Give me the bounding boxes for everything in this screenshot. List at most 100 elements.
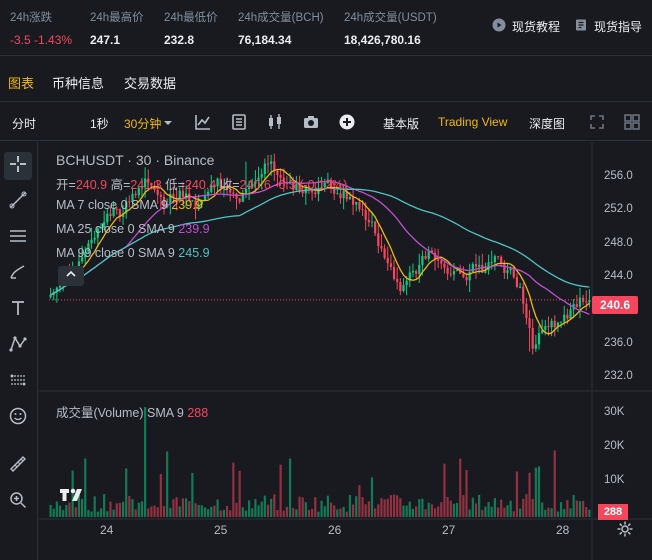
candle-body: [531, 327, 534, 349]
volume-bar: [106, 511, 109, 517]
volume-bar: [323, 506, 326, 517]
collapse-legend-button[interactable]: [58, 266, 84, 286]
volume-bar: [87, 510, 90, 517]
volume-bar: [433, 508, 437, 517]
text-tool[interactable]: [4, 296, 32, 324]
candle-body: [311, 189, 314, 193]
volume-bar: [355, 496, 358, 517]
candle-body: [172, 193, 175, 198]
volume-bar: [396, 495, 399, 517]
ma7-line: [50, 168, 590, 335]
measure-lines-tool[interactable]: [4, 368, 32, 396]
camera-icon[interactable]: [302, 113, 320, 131]
candle-body: [578, 297, 582, 307]
grid-layout-icon[interactable]: [623, 113, 641, 131]
open-label: 开=: [56, 178, 76, 192]
time-axis-label: 26: [328, 523, 342, 537]
candlestick-type-icon[interactable]: [266, 113, 284, 131]
volume-bar: [197, 504, 200, 517]
add-circle-icon[interactable]: [338, 113, 356, 131]
time-sharing-button[interactable]: 分时: [12, 117, 37, 131]
lines-icon: [8, 226, 28, 251]
stat-value: -3.5 -1.43%: [10, 33, 73, 47]
tab-coin-info[interactable]: 币种信息: [52, 76, 105, 91]
candle-body: [411, 271, 415, 273]
ma7-label: MA 7 close 0 SMA 9: [56, 198, 168, 212]
fullscreen-icon[interactable]: [588, 113, 606, 131]
candle-body: [544, 326, 547, 331]
volume-bar: [80, 498, 84, 517]
candle-body: [515, 277, 519, 287]
depth-chart-button[interactable]: 深度图: [529, 117, 566, 131]
tradingview-button[interactable]: Trading View: [438, 115, 508, 129]
candle-body: [518, 286, 522, 288]
trendline-tool[interactable]: [4, 188, 32, 216]
interval-30m-button[interactable]: 30分钟: [124, 117, 162, 131]
basic-view-button[interactable]: 基本版: [383, 117, 420, 131]
candle-body: [465, 277, 468, 281]
volume-bar: [276, 509, 279, 517]
template-icon[interactable]: [230, 113, 248, 131]
candle-body: [159, 194, 162, 197]
volume-bar: [367, 501, 370, 517]
volume-bar: [137, 502, 140, 517]
candle-body: [440, 260, 443, 264]
ma7-legend[interactable]: MA 7 close 0 SMA 9 239.9: [56, 198, 203, 212]
horizontal-lines-tool[interactable]: [4, 224, 32, 252]
volume-bar: [266, 504, 270, 517]
candle-body: [427, 250, 430, 259]
volume-bar: [134, 509, 137, 517]
volume-bar: [566, 500, 569, 517]
tab-chart[interactable]: 图表: [8, 76, 35, 91]
candle-body: [367, 219, 370, 223]
candle-body: [282, 177, 285, 183]
candle-body: [99, 227, 103, 229]
chevron-down-icon[interactable]: [162, 116, 174, 128]
volume-bar: [84, 458, 87, 517]
zoom-tool[interactable]: [4, 488, 32, 516]
volume-bar: [446, 497, 449, 517]
indicator-chart-icon[interactable]: [194, 113, 212, 131]
candle-body: [534, 344, 537, 349]
volume-bar: [522, 498, 525, 517]
emoji-tool[interactable]: [4, 404, 32, 432]
volume-bar: [525, 494, 528, 517]
candle-body: [506, 270, 509, 273]
current-volume-tag: 288: [598, 504, 628, 520]
volume-bar: [298, 496, 301, 517]
volume-bar: [188, 501, 191, 517]
candle-body: [525, 303, 528, 319]
candle-body: [553, 320, 556, 328]
candle-body: [279, 175, 282, 178]
tab-trading-data[interactable]: 交易数据: [124, 76, 177, 91]
candle-body: [522, 286, 525, 304]
ma25-legend[interactable]: MA 25 close 0 SMA 9 239.9: [56, 222, 210, 236]
ruler-tool[interactable]: [4, 452, 32, 480]
volume-bar: [232, 462, 235, 517]
chart-settings-gear-icon[interactable]: [616, 520, 634, 538]
volume-bar: [112, 509, 115, 517]
spot-tutorial-link[interactable]: 现货教程: [492, 18, 560, 35]
candle-body: [144, 178, 147, 188]
volume-bar: [140, 501, 144, 517]
volume-legend[interactable]: 成交量(Volume) SMA 9 288: [56, 402, 208, 421]
brush-tool[interactable]: [4, 260, 32, 288]
spot-guide-link[interactable]: 现货指导: [574, 18, 642, 35]
candle-body: [323, 182, 326, 187]
volume-bar: [128, 496, 131, 517]
volume-bar: [307, 509, 311, 517]
price-chart[interactable]: [39, 142, 652, 560]
price-axis-label: 256.0: [604, 170, 633, 182]
candle-body: [260, 174, 263, 178]
stat-label: 24h最低价: [164, 12, 218, 24]
ma99-legend[interactable]: MA 99 close 0 SMA 9 245.9: [56, 246, 210, 260]
crosshair-icon: [8, 154, 28, 179]
interval-1s-button[interactable]: 1秒: [90, 117, 109, 131]
candle-body: [156, 189, 159, 195]
candle-body: [329, 179, 333, 188]
crosshair-tool[interactable]: [4, 152, 32, 180]
pattern-tool[interactable]: [4, 332, 32, 360]
volume-bar: [383, 499, 386, 517]
candle-body: [468, 271, 471, 281]
time-axis-label: 27: [442, 523, 456, 537]
